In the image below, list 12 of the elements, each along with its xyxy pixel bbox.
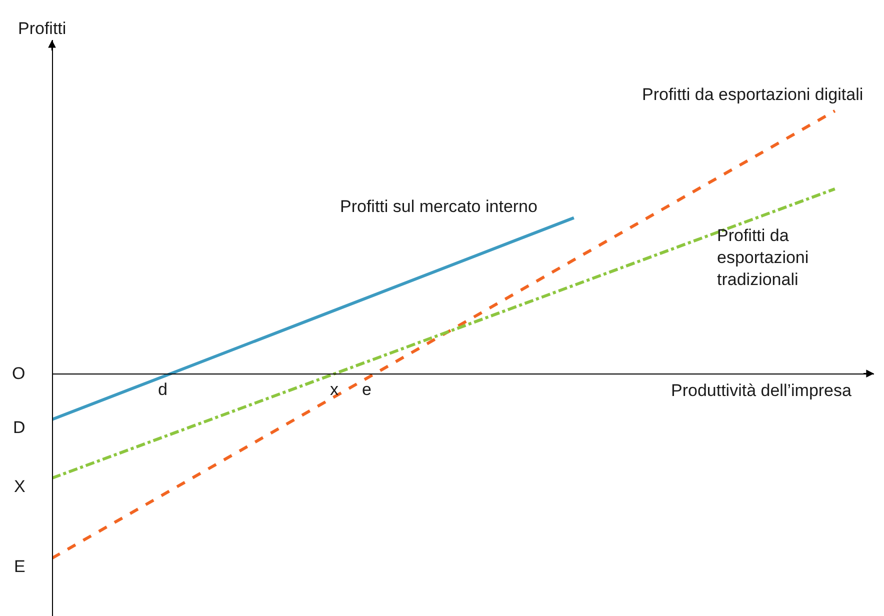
series-label: Profitti sul mercato interno bbox=[340, 197, 538, 216]
series-label: Profitti da esportazioni tradizionali bbox=[717, 226, 809, 290]
annotation: d bbox=[158, 380, 168, 399]
annotation: x bbox=[330, 380, 339, 399]
x-axis-title: Produttività dell’impresa bbox=[671, 381, 852, 400]
text: D bbox=[13, 418, 26, 437]
y-axis-title: Profitti bbox=[18, 19, 66, 38]
series-label: Profitti da esportazioni digitali bbox=[642, 85, 864, 104]
text: E bbox=[14, 557, 26, 576]
text: O bbox=[12, 364, 26, 383]
text: X bbox=[14, 477, 26, 496]
annotation: e bbox=[362, 380, 372, 399]
